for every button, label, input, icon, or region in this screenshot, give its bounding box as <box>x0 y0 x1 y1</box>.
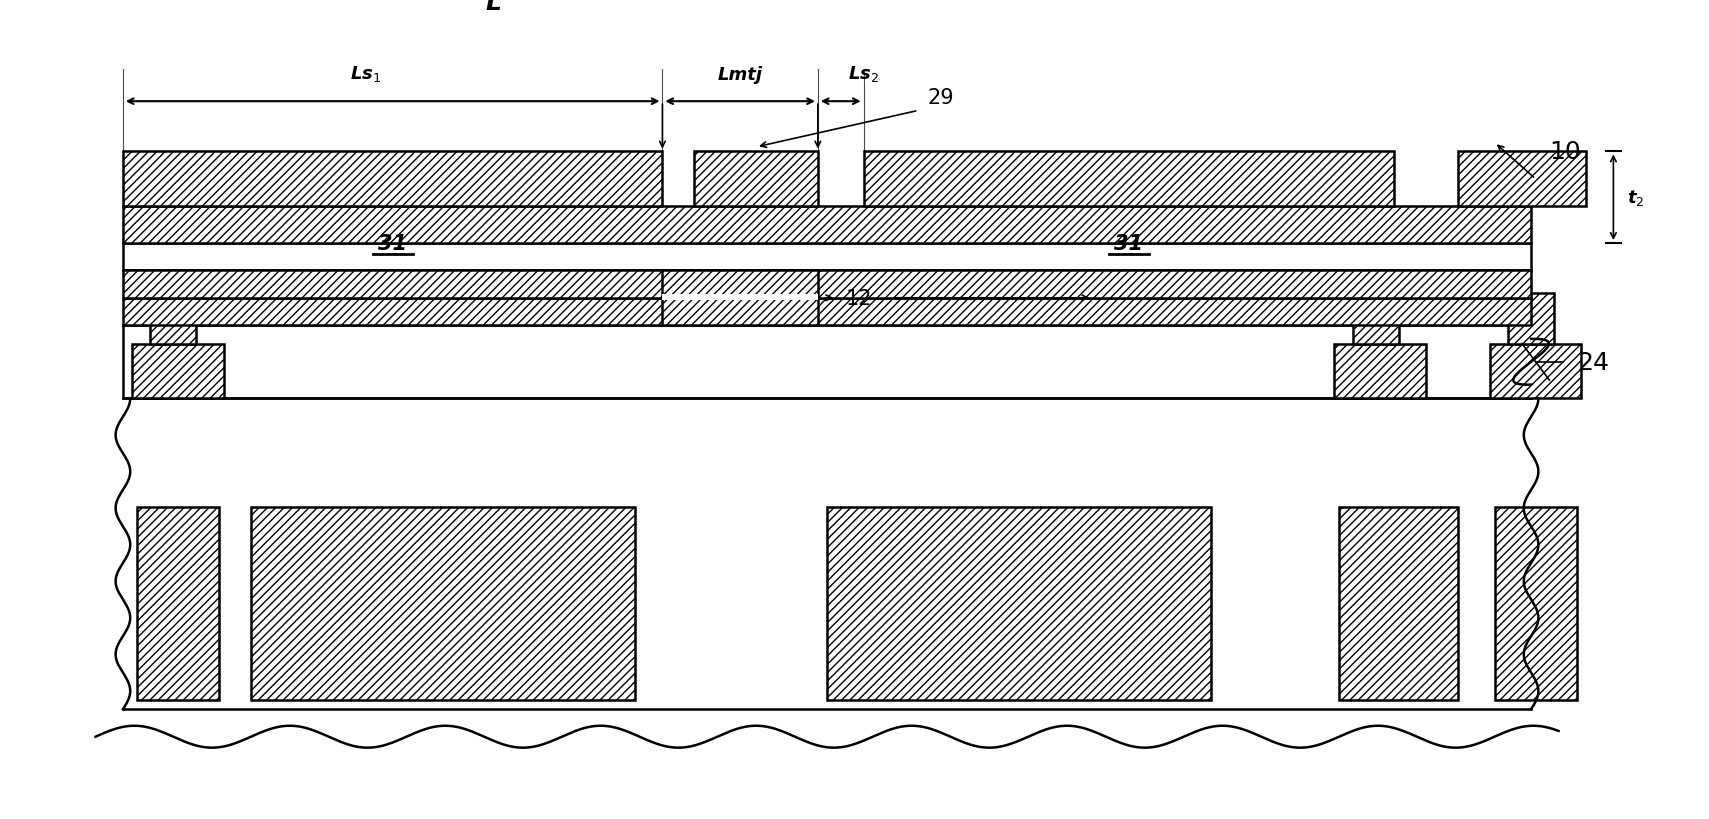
Bar <box>663 298 819 326</box>
Bar <box>1509 294 1553 344</box>
Bar <box>827 508 1212 700</box>
Text: Lmtj: Lmtj <box>718 66 762 84</box>
Text: L: L <box>485 0 501 16</box>
Bar <box>123 243 1531 271</box>
Bar <box>123 326 1531 399</box>
Bar <box>1335 344 1425 399</box>
Text: 12: 12 <box>846 288 872 309</box>
Bar <box>123 298 1531 326</box>
Bar <box>1340 508 1458 700</box>
Bar <box>663 295 819 301</box>
Text: Ls$_2$: Ls$_2$ <box>848 64 878 84</box>
Bar <box>123 152 663 207</box>
Text: 10: 10 <box>1550 140 1581 165</box>
Text: t$_2$: t$_2$ <box>1627 188 1644 208</box>
Bar <box>863 152 1395 207</box>
Bar <box>1354 294 1398 344</box>
Text: Ls$_1$: Ls$_1$ <box>350 64 381 84</box>
Bar <box>694 152 819 207</box>
Bar <box>251 508 636 700</box>
Text: 29: 29 <box>928 88 954 107</box>
Text: 31: 31 <box>1114 233 1143 254</box>
Bar <box>137 508 219 700</box>
Text: 31: 31 <box>378 233 407 254</box>
Bar <box>123 207 1531 243</box>
Text: 24: 24 <box>1577 351 1608 374</box>
Bar <box>150 294 197 344</box>
Bar <box>1458 152 1586 207</box>
Bar <box>1490 344 1581 399</box>
Bar <box>663 271 819 298</box>
Bar <box>1494 508 1577 700</box>
Bar <box>132 344 224 399</box>
Bar <box>123 271 1531 298</box>
